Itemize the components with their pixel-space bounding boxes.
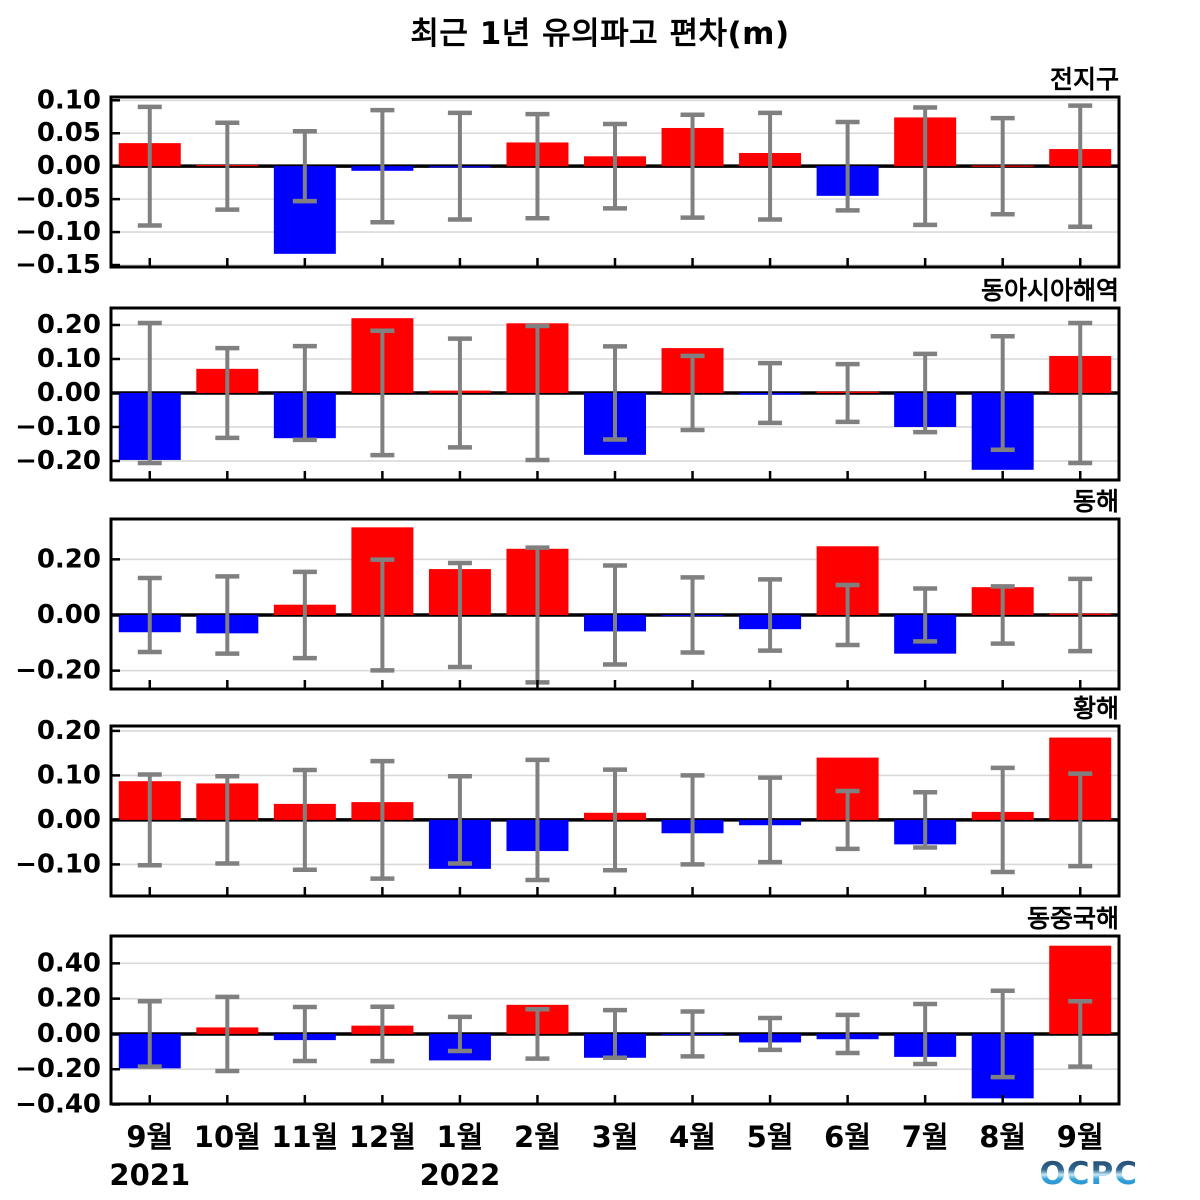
y-tick-label: −0.20 <box>15 1054 101 1084</box>
month-label: 2월 <box>514 1120 561 1154</box>
axes-frame <box>109 517 1121 691</box>
panel-label-global: 전지구 <box>1050 65 1119 94</box>
y-tick-label: 0.40 <box>37 948 101 978</box>
month-label: 12월 <box>349 1120 416 1154</box>
year-label: 2022 <box>420 1158 501 1192</box>
month-label: 9월 <box>126 1120 173 1154</box>
y-tick-label: 0.10 <box>37 85 101 115</box>
y-tick-label: −0.05 <box>15 184 101 214</box>
y-tick-label: 0.20 <box>37 544 101 574</box>
month-label: 6월 <box>824 1120 871 1154</box>
y-tick-label: 0.00 <box>37 805 101 835</box>
panel-label-east-sea: 동해 <box>1073 487 1119 516</box>
panel-east-sea: 0.20 0.00 −0.20 동해 <box>15 487 1121 691</box>
ocpc-logo: OCPC <box>1039 1156 1138 1192</box>
y-tick-label: 0.00 <box>37 600 101 630</box>
month-label: 10월 <box>194 1120 261 1154</box>
axes-frame <box>109 724 1121 898</box>
y-tick-label: −0.40 <box>15 1090 101 1120</box>
panel-east-asia-seas: 0.20 0.10 0.00 −0.10 −0.20 동아시아해역 <box>15 276 1121 482</box>
chart-title: 최근 1년 유의파고 편차(m) <box>410 16 790 52</box>
panel-global: 0.100.050.00−0.05−0.10−0.15 전지구 <box>15 65 1121 280</box>
y-tick-label: 0.10 <box>37 344 101 374</box>
panel-east-china-sea: 0.40 0.20 0.00 −0.20 −0.40 동중국해 <box>15 904 1121 1120</box>
panel-label-yellow-sea: 황해 <box>1073 694 1119 723</box>
axes-frame <box>109 95 1121 269</box>
y-tick-label: 0.00 <box>37 151 101 181</box>
month-label: 8월 <box>979 1120 1026 1154</box>
y-tick-label: 0.00 <box>37 1019 101 1049</box>
y-tick-label: 0.20 <box>37 310 101 340</box>
y-tick-label: −0.10 <box>15 849 101 879</box>
y-tick-label: −0.20 <box>15 446 101 476</box>
y-tick-label: 0.10 <box>37 760 101 790</box>
y-tick-label: −0.10 <box>15 217 101 247</box>
month-label: 5월 <box>747 1120 794 1154</box>
y-tick-label: −0.20 <box>15 656 101 686</box>
y-tick-label: 0.05 <box>37 118 101 148</box>
panel-yellow-sea: 0.20 0.10 0.00 −0.10 황해 <box>15 694 1121 898</box>
panel-label-east-asia-seas: 동아시아해역 <box>981 276 1119 305</box>
axes-frame <box>109 934 1121 1106</box>
month-label: 11월 <box>271 1120 338 1154</box>
y-tick-label: −0.10 <box>15 412 101 442</box>
month-label: 4월 <box>669 1120 716 1154</box>
y-tick-label: 0.20 <box>37 984 101 1014</box>
month-label: 7월 <box>902 1120 949 1154</box>
y-tick-label: 0.20 <box>37 716 101 746</box>
y-tick-label: −0.15 <box>15 250 101 280</box>
y-tick-label: 0.00 <box>37 378 101 408</box>
month-label: 9월 <box>1057 1120 1104 1154</box>
panel-label-east-china-sea: 동중국해 <box>1027 904 1119 933</box>
month-label: 3월 <box>592 1120 639 1154</box>
axes-frame <box>109 306 1121 482</box>
month-label: 1월 <box>436 1120 483 1154</box>
year-label: 2021 <box>109 1158 190 1192</box>
